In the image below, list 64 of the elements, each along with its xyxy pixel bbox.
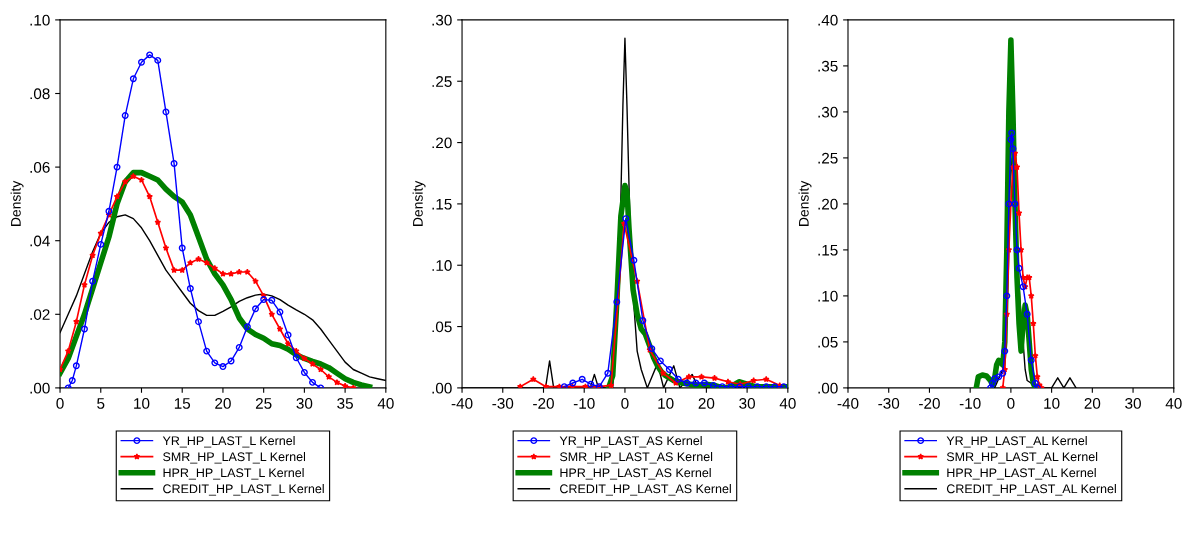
y-tick-label: .00	[818, 382, 838, 394]
y-tick-label: .05	[818, 336, 838, 348]
legend-label: CREDIT_HP_LAST_AL Kernel	[946, 484, 1116, 496]
y-tick-label: .10	[432, 260, 452, 271]
legend-label: CREDIT_HP_LAST_L Kernel	[163, 484, 324, 496]
x-tick-label: 0	[1007, 398, 1015, 409]
y-axis-title: Density	[412, 180, 426, 226]
y-tick-label: .15	[432, 198, 452, 210]
x-tick-label: 20	[1084, 398, 1101, 409]
x-tick-label: -10	[573, 398, 595, 409]
legend-label: HPR_HP_LAST_L Kernel	[163, 468, 304, 480]
legend-label: YR_HP_LAST_L Kernel	[162, 435, 295, 448]
x-tick-label: 20	[215, 398, 231, 409]
x-tick-label: 30	[739, 398, 756, 409]
y-tick-label: .35	[818, 60, 838, 72]
x-tick-label: 30	[1125, 398, 1141, 409]
x-tick-label: 0	[56, 398, 64, 409]
x-tick-label: 10	[134, 398, 150, 409]
x-tick-label: 30	[296, 398, 313, 409]
x-tick-label: 25	[255, 398, 272, 409]
y-tick-label: .08	[30, 88, 50, 100]
legend-label: CREDIT_HP_LAST_AS Kernel	[560, 484, 731, 496]
y-tick-label: .06	[30, 161, 50, 173]
legend-label: HPR_HP_LAST_AS Kernel	[560, 468, 711, 480]
y-tick-label: .05	[432, 321, 452, 333]
x-tick-label: 10	[1044, 398, 1060, 409]
x-tick-label: 5	[97, 398, 105, 409]
x-tick-label: -30	[878, 398, 900, 409]
y-tick-label: .30	[432, 14, 452, 26]
y-tick-label: .02	[30, 309, 50, 320]
y-tick-label: .25	[818, 152, 838, 164]
x-tick-label: -30	[492, 398, 514, 409]
x-tick-label: 40	[1165, 398, 1182, 409]
x-tick-label: 10	[658, 398, 674, 409]
x-tick-label: -40	[837, 398, 859, 409]
y-tick-label: .25	[432, 76, 452, 87]
x-tick-label: -40	[451, 398, 473, 409]
legend-label: SMR_HP_LAST_AL Kernel	[946, 451, 1098, 464]
x-tick-label: 15	[174, 398, 191, 409]
y-tick-label: .04	[30, 235, 50, 247]
x-tick-label: 35	[337, 398, 353, 409]
y-tick-label: .30	[818, 106, 838, 118]
y-tick-label: .20	[818, 198, 838, 210]
y-tick-label: .00	[432, 382, 452, 394]
x-tick-label: 40	[377, 398, 394, 409]
y-tick-label: .40	[818, 14, 838, 26]
x-tick-label: -20	[533, 398, 554, 409]
x-tick-label: 40	[779, 398, 796, 409]
legend-label: YR_HP_LAST_AS Kernel	[559, 435, 702, 448]
y-tick-label: .20	[432, 137, 452, 149]
y-tick-label: .10	[818, 290, 838, 302]
y-tick-label: .10	[30, 14, 50, 26]
y-tick-label: .15	[818, 244, 838, 256]
legend-label: SMR_HP_LAST_AS Kernel	[559, 451, 713, 464]
x-tick-label: -10	[959, 398, 981, 409]
x-tick-label: 20	[698, 398, 715, 409]
legend-label: HPR_HP_LAST_AL Kernel	[947, 468, 1096, 480]
y-axis-title: Density	[798, 180, 812, 226]
legend-label: YR_HP_LAST_AL Kernel	[946, 435, 1087, 448]
y-axis-title: Density	[10, 180, 24, 226]
y-tick-label: .00	[30, 382, 50, 394]
x-tick-label: -20	[919, 398, 940, 409]
x-tick-label: 0	[621, 398, 629, 409]
legend-label: SMR_HP_LAST_L Kernel	[163, 451, 306, 464]
